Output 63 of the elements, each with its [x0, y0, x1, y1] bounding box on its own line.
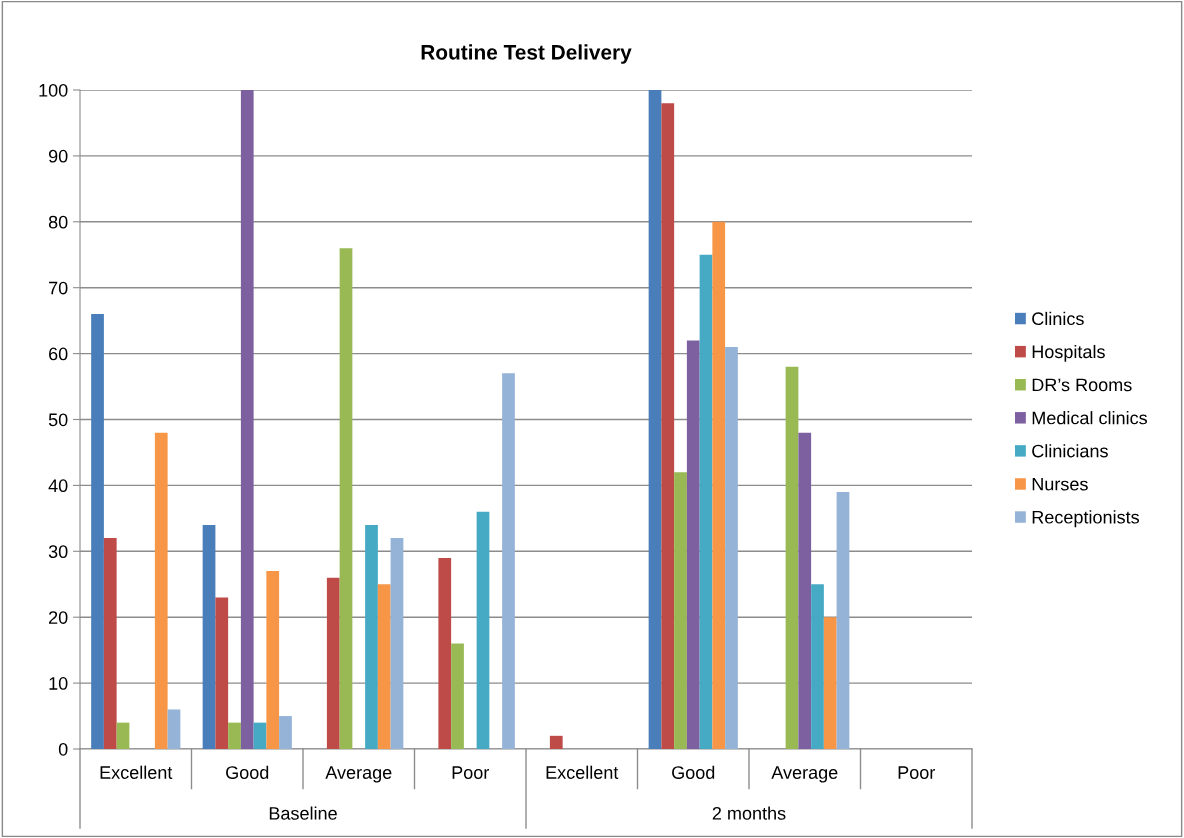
bar — [91, 314, 104, 749]
legend-label: DR’s Rooms — [1032, 378, 1132, 392]
legend-label: Hospitals — [1032, 344, 1105, 362]
bar — [648, 90, 662, 749]
bar — [811, 584, 824, 749]
bar — [253, 722, 267, 749]
chart-title: Routine Test Delivery — [421, 44, 632, 64]
legend-label: Clinicians — [1032, 444, 1108, 458]
bar — [228, 722, 241, 749]
y-tick-label: 80 — [48, 215, 68, 229]
bar — [167, 709, 181, 749]
x-tick-label: Poor — [452, 766, 490, 779]
bar — [836, 491, 850, 749]
bar — [661, 103, 675, 749]
bar — [476, 511, 490, 749]
x-tick-label: Good — [672, 765, 715, 779]
bar — [339, 248, 353, 749]
bar — [451, 643, 464, 749]
y-tick-label: 50 — [48, 413, 68, 427]
bar — [103, 538, 117, 749]
bar — [438, 557, 452, 749]
bar — [785, 366, 799, 749]
bar — [377, 584, 391, 749]
bar — [798, 432, 812, 749]
bar — [279, 716, 292, 749]
bar — [116, 722, 130, 749]
y-tick-label: 10 — [49, 677, 68, 690]
bar — [823, 617, 837, 749]
x-tick-label: Excellent — [546, 765, 619, 779]
y-tick-label: 60 — [49, 347, 68, 361]
x-tick-label: Poor — [898, 766, 936, 779]
text: 2 months — [712, 806, 786, 820]
y-tick-label: 100 — [39, 83, 68, 97]
bar — [202, 524, 216, 749]
x-tick-label: Average — [325, 766, 392, 783]
bar — [674, 472, 687, 749]
bar — [154, 432, 168, 749]
y-tick-label: 30 — [48, 545, 68, 559]
y-tick-label: 0 — [58, 742, 68, 756]
bar — [326, 577, 340, 749]
bar — [365, 524, 378, 749]
bar — [686, 340, 700, 749]
x-tick-label: Average — [771, 766, 838, 783]
bar — [266, 571, 280, 749]
y-tick-label: 70 — [49, 281, 68, 295]
bar — [725, 347, 738, 749]
y-tick-label: 90 — [48, 149, 68, 163]
y-tick-label: 20 — [49, 611, 68, 624]
y-tick-label: 40 — [48, 479, 68, 493]
text: Baseline — [269, 806, 337, 820]
legend-label: Clinics — [1032, 311, 1084, 326]
bar — [502, 373, 515, 749]
bar — [215, 597, 229, 749]
bar — [699, 254, 713, 749]
bar — [549, 735, 563, 749]
bar — [712, 221, 726, 749]
legend-label: Nurses — [1032, 477, 1088, 491]
x-tick-label: Good — [226, 765, 269, 779]
x-tick-label: Excellent — [100, 765, 173, 779]
bar — [390, 538, 404, 749]
legend-label: Receptionists — [1032, 510, 1139, 528]
legend-label: Medical clinics — [1032, 411, 1147, 425]
bar — [240, 90, 254, 749]
